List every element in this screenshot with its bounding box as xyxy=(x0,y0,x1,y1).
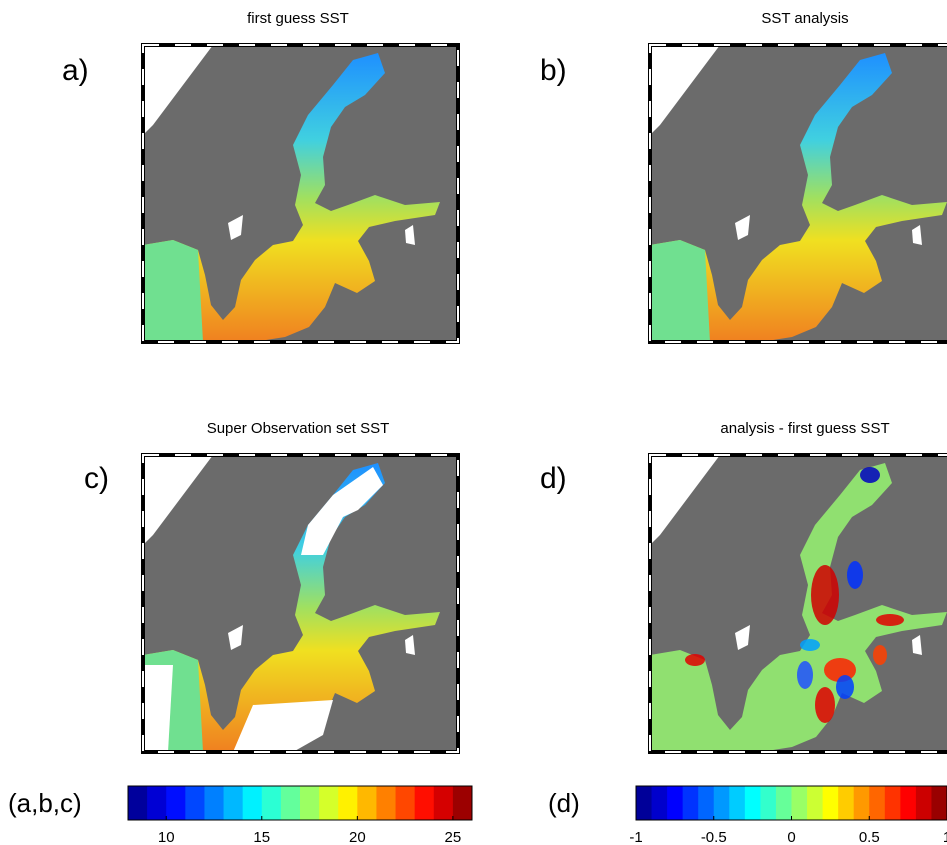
north-sea xyxy=(650,240,710,342)
colorbar-tick-label: 1 xyxy=(943,829,947,845)
colorbar-cell xyxy=(338,786,358,820)
anomaly xyxy=(860,467,880,483)
figure: first guess SST a) SST analysis b) Super Obs… xyxy=(0,0,947,845)
colorbar-cell xyxy=(792,786,808,820)
north-sea xyxy=(143,240,203,342)
colorbar-cell xyxy=(147,786,167,820)
colorbar-cell xyxy=(376,786,396,820)
colorbar-cell xyxy=(185,786,205,820)
colorbar-cell xyxy=(838,786,854,820)
panel-label: a) xyxy=(62,54,89,87)
colorbar-tick-label: 15 xyxy=(253,829,270,845)
colorbar-cell xyxy=(869,786,885,820)
no-obs xyxy=(143,665,173,752)
colorbar-cell xyxy=(698,786,714,820)
map xyxy=(650,455,947,752)
colorbar-cell xyxy=(453,786,473,820)
colorbar-cell xyxy=(300,786,320,820)
anomaly xyxy=(876,614,904,626)
colorbar-cell xyxy=(224,786,244,820)
colorbar-label: (a,b,c) xyxy=(8,788,82,818)
map xyxy=(143,455,458,752)
colorbar-label: (d) xyxy=(548,788,580,818)
panel-title: Super Observation set SST xyxy=(207,420,390,437)
colorbar-cell xyxy=(243,786,263,820)
anomaly xyxy=(685,654,705,666)
colorbar-cell xyxy=(729,786,745,820)
panel-label: c) xyxy=(84,462,109,495)
colorbar-cell xyxy=(823,786,839,820)
colorbar-cell xyxy=(166,786,186,820)
colorbar-cell xyxy=(319,786,339,820)
panel-title: first guess SST xyxy=(247,10,349,27)
colorbar-cell xyxy=(776,786,792,820)
anomaly xyxy=(847,561,863,589)
colorbar-tick-label: -1 xyxy=(629,829,642,845)
panel-title: SST analysis xyxy=(761,10,848,27)
panel-label: d) xyxy=(540,462,567,495)
colorbar-cell xyxy=(714,786,730,820)
colorbar-cell xyxy=(854,786,870,820)
colorbar-tick-label: 0.5 xyxy=(859,829,880,845)
colorbar-cell xyxy=(262,786,282,820)
colorbar-cell xyxy=(204,786,224,820)
colorbar-tick-label: 0 xyxy=(787,829,795,845)
colorbar-cell xyxy=(760,786,776,820)
colorbar-cell xyxy=(415,786,435,820)
colorbar-cell xyxy=(434,786,454,820)
colorbar-cell xyxy=(128,786,148,820)
colorbar-cell xyxy=(636,786,652,820)
colorbar-cell xyxy=(652,786,668,820)
colorbar-cell xyxy=(885,786,901,820)
anomaly xyxy=(836,675,854,699)
colorbar-cell xyxy=(807,786,823,820)
colorbar-cell xyxy=(900,786,916,820)
anomaly xyxy=(797,661,813,689)
colorbar-tick-label: 20 xyxy=(349,829,366,845)
colorbar-cell xyxy=(357,786,377,820)
map xyxy=(143,45,458,342)
colorbar-cell xyxy=(916,786,932,820)
anomaly xyxy=(873,645,887,665)
colorbar-cell xyxy=(931,786,947,820)
panel-label: b) xyxy=(540,54,567,87)
map xyxy=(650,45,947,342)
colorbar-cell xyxy=(683,786,699,820)
anomaly xyxy=(811,565,839,625)
anomaly xyxy=(815,687,835,723)
anomaly xyxy=(800,639,820,651)
colorbar-cell xyxy=(396,786,416,820)
colorbar-tick-label: 10 xyxy=(158,829,175,845)
colorbar-cell xyxy=(281,786,301,820)
colorbar-cell xyxy=(667,786,683,820)
colorbar-cell xyxy=(745,786,761,820)
panel-title: analysis - first guess SST xyxy=(720,420,889,437)
colorbar-tick-label: 25 xyxy=(445,829,462,845)
colorbar-tick-label: -0.5 xyxy=(701,829,727,845)
